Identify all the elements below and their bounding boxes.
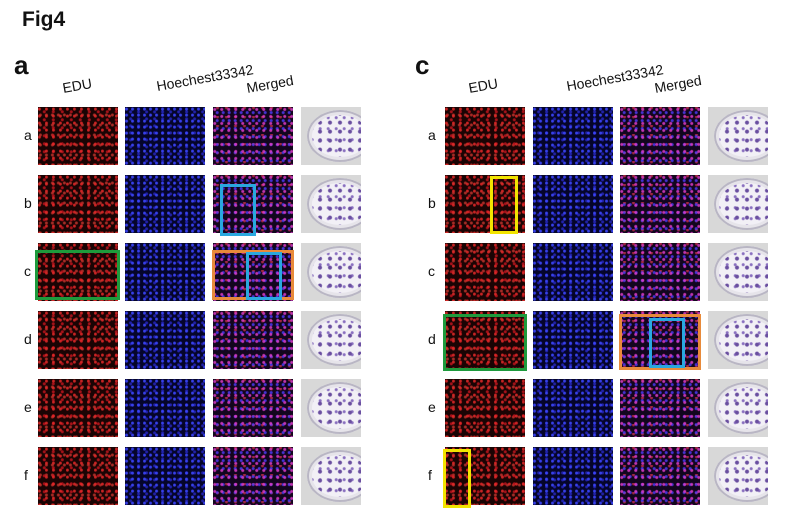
col-label-edu-c: EDU xyxy=(467,75,500,96)
row-label: e xyxy=(24,399,32,415)
colony-dish-image xyxy=(708,107,768,165)
colony-dish-image xyxy=(708,447,768,505)
edu-image xyxy=(445,379,525,437)
row-label: a xyxy=(428,127,436,143)
row-label: a xyxy=(24,127,32,143)
hoechst-image xyxy=(125,175,205,233)
figure-title: Fig4 xyxy=(22,8,66,31)
row-label: b xyxy=(24,195,32,211)
colony-dish-image xyxy=(301,447,361,505)
row-label: d xyxy=(428,331,436,347)
hoechst-image xyxy=(533,243,613,301)
colony-dish-image xyxy=(708,311,768,369)
row-label: d xyxy=(24,331,32,347)
hoechst-image xyxy=(533,107,613,165)
edu-image xyxy=(445,447,525,505)
hoechst-image xyxy=(533,311,613,369)
edu-image xyxy=(38,107,118,165)
row-label: c xyxy=(24,263,31,279)
merged-image xyxy=(213,447,293,505)
merged-image xyxy=(620,243,700,301)
highlight-box-blue xyxy=(246,252,282,300)
edu-image xyxy=(445,311,525,369)
hoechst-image xyxy=(125,311,205,369)
highlight-box-green xyxy=(443,314,527,371)
panel-letter-a: a xyxy=(14,50,29,80)
edu-image xyxy=(38,447,118,505)
highlight-box-blue xyxy=(649,318,685,368)
hoechst-image xyxy=(125,379,205,437)
edu-image xyxy=(445,107,525,165)
merged-image xyxy=(213,311,293,369)
colony-dish-image xyxy=(708,175,768,233)
row-label: b xyxy=(428,195,436,211)
merged-image xyxy=(213,379,293,437)
row-label: e xyxy=(428,399,436,415)
highlight-box-orange xyxy=(619,314,701,370)
colony-dish-image xyxy=(708,243,768,301)
colony-dish-image xyxy=(708,379,768,437)
hoechst-image xyxy=(125,447,205,505)
edu-image xyxy=(38,175,118,233)
colony-dish-image xyxy=(301,107,361,165)
colony-dish-image xyxy=(301,243,361,301)
col-label-hoechst-a: Hoechest33342 xyxy=(155,61,255,94)
highlight-box-blue xyxy=(220,184,256,236)
highlight-box-yellow xyxy=(490,176,518,234)
edu-image xyxy=(38,311,118,369)
colony-dish-image xyxy=(301,311,361,369)
edu-image xyxy=(445,243,525,301)
hoechst-image xyxy=(533,447,613,505)
hoechst-image xyxy=(125,243,205,301)
merged-image xyxy=(620,379,700,437)
edu-image xyxy=(445,175,525,233)
highlight-box-green xyxy=(35,250,120,300)
colony-dish-image xyxy=(301,175,361,233)
merged-image xyxy=(620,175,700,233)
row-label: f xyxy=(24,467,28,483)
row-label: c xyxy=(428,263,435,279)
hoechst-image xyxy=(125,107,205,165)
panel-letter-c: c xyxy=(415,50,430,80)
hoechst-image xyxy=(533,175,613,233)
merged-image xyxy=(620,447,700,505)
col-label-edu-a: EDU xyxy=(61,75,94,96)
colony-dish-image xyxy=(301,379,361,437)
hoechst-image xyxy=(533,379,613,437)
highlight-box-yellow xyxy=(443,449,471,508)
row-label: f xyxy=(428,467,432,483)
col-label-hoechst-c: Hoechest33342 xyxy=(565,61,665,94)
edu-image xyxy=(38,379,118,437)
merged-image xyxy=(213,107,293,165)
merged-image xyxy=(620,107,700,165)
